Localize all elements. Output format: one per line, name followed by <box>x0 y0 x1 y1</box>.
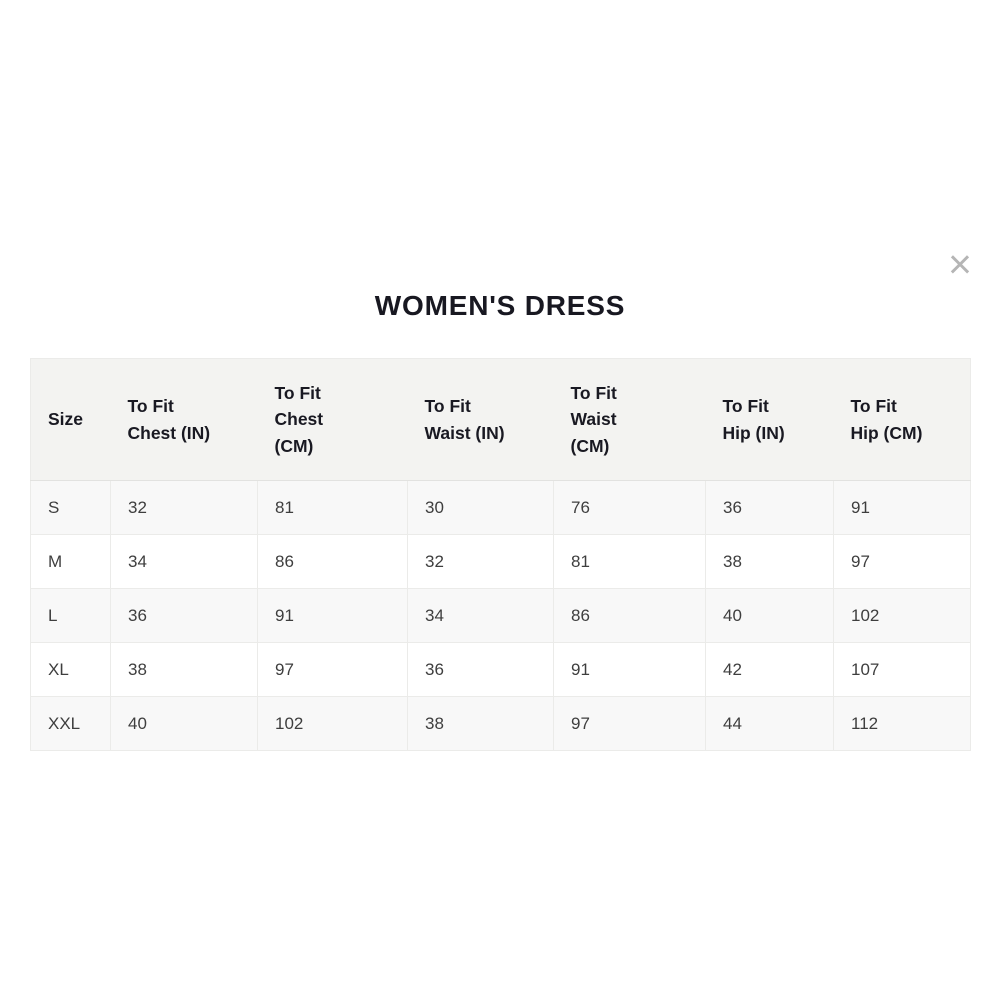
size-chart-table: Size To Fit Chest (IN) To Fit Chest (CM)… <box>30 358 971 751</box>
cell-size: M <box>30 534 111 589</box>
cell-chest-in: 36 <box>110 588 258 643</box>
cell-size: L <box>30 588 111 643</box>
cell-chest-cm: 91 <box>257 588 408 643</box>
close-button[interactable]: × <box>936 240 984 288</box>
cell-chest-in: 40 <box>110 696 258 751</box>
table-row-xl: XL 38 97 36 91 42 107 <box>30 642 971 697</box>
column-header-hip-cm: To Fit Hip (CM) <box>833 358 971 481</box>
cell-hip-cm: 97 <box>833 534 971 589</box>
cell-size: XXL <box>30 696 111 751</box>
column-header-waist-in: To Fit Waist (IN) <box>407 358 554 481</box>
column-header-chest-cm: To Fit Chest (CM) <box>257 358 408 481</box>
cell-chest-cm: 102 <box>257 696 408 751</box>
cell-chest-in: 32 <box>110 480 258 535</box>
cell-chest-cm: 97 <box>257 642 408 697</box>
cell-waist-in: 30 <box>407 480 554 535</box>
cell-waist-in: 32 <box>407 534 554 589</box>
cell-waist-cm: 97 <box>553 696 706 751</box>
table-header: Size To Fit Chest (IN) To Fit Chest (CM)… <box>30 358 971 481</box>
table-body: S 32 81 30 76 36 91 M 34 86 32 81 38 97 … <box>30 480 971 751</box>
page-title: WOMEN'S DRESS <box>374 290 626 321</box>
cell-waist-in: 38 <box>407 696 554 751</box>
close-icon: × <box>948 241 972 287</box>
cell-hip-in: 44 <box>705 696 834 751</box>
cell-chest-cm: 86 <box>257 534 408 589</box>
cell-hip-in: 42 <box>705 642 834 697</box>
cell-hip-in: 36 <box>705 480 834 535</box>
cell-waist-cm: 76 <box>553 480 706 535</box>
cell-chest-in: 38 <box>110 642 258 697</box>
cell-waist-cm: 86 <box>553 588 706 643</box>
cell-waist-cm: 91 <box>553 642 706 697</box>
cell-waist-cm: 81 <box>553 534 706 589</box>
cell-hip-cm: 91 <box>833 480 971 535</box>
column-header-chest-in: To Fit Chest (IN) <box>110 358 258 481</box>
cell-size: XL <box>30 642 111 697</box>
cell-chest-cm: 81 <box>257 480 408 535</box>
column-header-size: Size <box>30 358 111 481</box>
cell-hip-cm: 112 <box>833 696 971 751</box>
cell-hip-cm: 102 <box>833 588 971 643</box>
table-row-xxl: XXL 40 102 38 97 44 112 <box>30 696 971 751</box>
cell-hip-cm: 107 <box>833 642 971 697</box>
cell-size: S <box>30 480 111 535</box>
table-row-s: S 32 81 30 76 36 91 <box>30 480 971 535</box>
column-header-hip-in: To Fit Hip (IN) <box>705 358 834 481</box>
table-row-l: L 36 91 34 86 40 102 <box>30 588 971 643</box>
table-row-m: M 34 86 32 81 38 97 <box>30 534 971 589</box>
cell-chest-in: 34 <box>110 534 258 589</box>
cell-hip-in: 40 <box>705 588 834 643</box>
cell-waist-in: 34 <box>407 588 554 643</box>
column-header-waist-cm: To Fit Waist (CM) <box>553 358 706 481</box>
cell-hip-in: 38 <box>705 534 834 589</box>
header-row: Size To Fit Chest (IN) To Fit Chest (CM)… <box>30 358 971 481</box>
cell-waist-in: 36 <box>407 642 554 697</box>
